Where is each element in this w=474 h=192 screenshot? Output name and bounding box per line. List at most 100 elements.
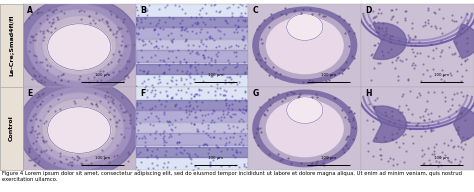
Point xyxy=(219,72,227,75)
Point xyxy=(224,111,232,114)
Point xyxy=(369,155,377,158)
Point xyxy=(89,19,97,22)
Point xyxy=(237,135,244,138)
Point xyxy=(447,73,455,76)
Point xyxy=(190,168,197,171)
Point xyxy=(255,25,263,28)
Point xyxy=(438,31,446,34)
Point xyxy=(74,156,82,159)
Point xyxy=(366,93,374,96)
Point xyxy=(370,10,377,13)
Point xyxy=(181,149,188,152)
Point xyxy=(204,127,212,130)
Point xyxy=(238,110,246,113)
Text: H: H xyxy=(366,89,372,98)
Polygon shape xyxy=(27,3,132,88)
Point xyxy=(141,135,148,138)
Point xyxy=(431,10,438,13)
Point xyxy=(375,7,383,10)
Point xyxy=(283,92,291,95)
Point xyxy=(201,48,209,51)
Point xyxy=(199,53,206,56)
Point xyxy=(164,161,172,164)
Point xyxy=(97,78,105,81)
Point xyxy=(133,32,140,35)
Point xyxy=(167,39,174,42)
Point xyxy=(35,159,43,162)
Point xyxy=(409,37,417,40)
Point xyxy=(313,160,320,163)
Point xyxy=(233,150,240,153)
Point xyxy=(141,118,149,121)
Point xyxy=(456,103,463,106)
Point xyxy=(193,154,201,157)
Point xyxy=(370,105,378,108)
Point xyxy=(193,72,201,75)
Point xyxy=(265,97,273,100)
Point xyxy=(194,53,201,56)
Point xyxy=(420,119,428,122)
Point xyxy=(30,163,37,166)
Point xyxy=(117,104,124,107)
Point xyxy=(394,75,402,78)
Point xyxy=(424,7,432,10)
Point xyxy=(173,69,181,72)
Point xyxy=(192,31,200,34)
Point xyxy=(242,104,249,107)
Point xyxy=(204,123,211,127)
Point xyxy=(35,79,42,82)
Point xyxy=(409,62,417,65)
Point xyxy=(193,104,201,107)
Point xyxy=(172,165,179,168)
Point xyxy=(151,54,159,57)
Point xyxy=(208,64,215,67)
Point xyxy=(135,60,142,63)
Point xyxy=(29,114,37,118)
Point xyxy=(426,162,434,165)
Point xyxy=(155,63,163,66)
Point xyxy=(141,42,148,45)
Point xyxy=(389,60,396,64)
Point xyxy=(109,71,116,74)
Point xyxy=(221,144,229,147)
Point xyxy=(345,106,352,109)
Point xyxy=(146,122,154,125)
Point xyxy=(407,44,415,47)
Point xyxy=(25,50,33,53)
Point xyxy=(464,136,471,139)
Point xyxy=(402,58,410,61)
Point xyxy=(177,77,184,80)
Point xyxy=(146,133,153,136)
Point xyxy=(412,124,419,127)
Point xyxy=(211,3,219,6)
Point xyxy=(45,29,52,32)
Point xyxy=(282,7,289,10)
Point xyxy=(187,15,195,18)
Point xyxy=(50,8,57,11)
Circle shape xyxy=(253,90,356,167)
Point xyxy=(152,129,160,132)
Point xyxy=(169,17,177,20)
Point xyxy=(25,150,33,153)
Point xyxy=(154,46,162,49)
Point xyxy=(177,34,184,37)
Point xyxy=(213,146,220,149)
Point xyxy=(382,33,390,36)
Point xyxy=(393,56,401,60)
Point xyxy=(161,144,168,147)
Point xyxy=(297,12,304,15)
Point xyxy=(224,75,231,79)
Point xyxy=(52,7,60,10)
Point xyxy=(261,113,268,116)
Point xyxy=(452,20,460,23)
Point xyxy=(223,113,230,116)
Point xyxy=(187,162,195,165)
Point xyxy=(82,159,90,162)
Point xyxy=(462,69,470,72)
Point xyxy=(238,138,246,141)
Point xyxy=(144,72,151,75)
Point xyxy=(51,26,58,29)
Point xyxy=(374,41,382,44)
Point xyxy=(351,127,359,130)
Point xyxy=(172,105,179,108)
